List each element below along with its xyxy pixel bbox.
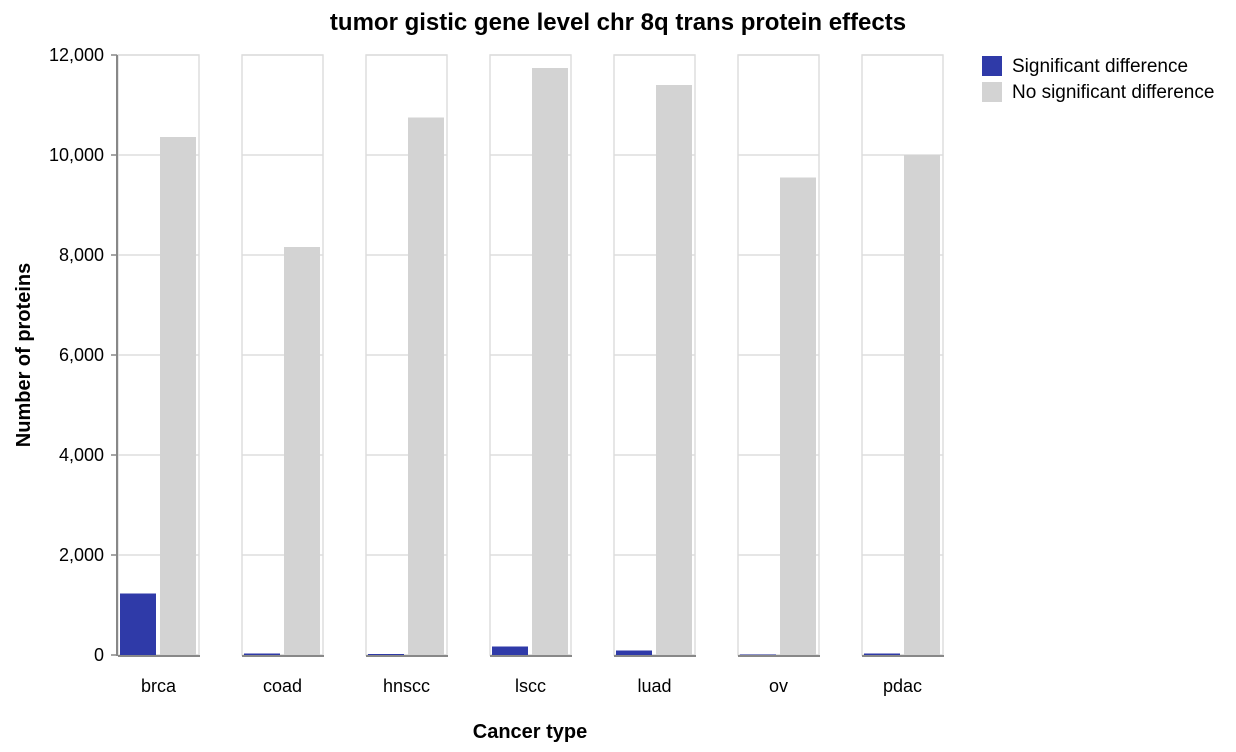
- x-tick-label: pdac: [883, 676, 922, 696]
- legend-swatch: [982, 56, 1002, 76]
- x-tick-label: brca: [141, 676, 177, 696]
- x-axis-label: Cancer type: [473, 721, 588, 743]
- bar-not-significant-lscc: [532, 68, 568, 655]
- bar-significant-pdac: [864, 653, 900, 655]
- y-axis-label: Number of proteins: [13, 263, 35, 447]
- x-tick-label: luad: [637, 676, 671, 696]
- panel-brca: [117, 54, 200, 657]
- legend-label: Significant difference: [1012, 56, 1188, 77]
- x-tick-label: lscc: [515, 676, 546, 696]
- bar-significant-ov: [740, 654, 776, 655]
- x-tick-label: coad: [263, 676, 302, 696]
- panel-ov: [737, 54, 820, 657]
- bar-not-significant-luad: [656, 85, 692, 655]
- bar-not-significant-pdac: [904, 155, 940, 655]
- chart-panels: [117, 54, 944, 657]
- y-tick-label: 2,000: [59, 545, 104, 565]
- panel-coad: [241, 54, 324, 657]
- x-tick-label: ov: [769, 676, 788, 696]
- legend: Significant difference No significant dif…: [982, 56, 1214, 103]
- bar-not-significant-hnscc: [408, 117, 444, 655]
- bar-significant-hnscc: [368, 654, 404, 655]
- x-tick-label: hnscc: [383, 676, 430, 696]
- bar-significant-luad: [616, 650, 652, 655]
- bar-not-significant-ov: [780, 177, 816, 655]
- y-tick-label: 0: [94, 645, 104, 665]
- x-tick-labels: brca coad hnscc lscc luad ov pdac: [141, 676, 922, 696]
- y-tick-label: 4,000: [59, 445, 104, 465]
- legend-label: No significant difference: [1012, 82, 1214, 103]
- bar-significant-lscc: [492, 646, 528, 655]
- y-tick-label: 8,000: [59, 245, 104, 265]
- y-tick-label: 10,000: [49, 145, 104, 165]
- bar-not-significant-brca: [160, 137, 196, 655]
- legend-swatch: [982, 82, 1002, 102]
- y-tick-label: 12,000: [49, 45, 104, 65]
- bar-significant-brca: [120, 593, 156, 655]
- panel-pdac: [861, 54, 944, 657]
- panel-lscc: [489, 54, 572, 657]
- bar-significant-coad: [244, 653, 280, 655]
- panel-hnscc: [365, 54, 448, 657]
- chart-title: tumor gistic gene level chr 8q trans pro…: [330, 9, 906, 36]
- y-axis: 0 2,000 4,000 6,000 8,000 10,000 12,000: [49, 45, 118, 665]
- bar-not-significant-coad: [284, 247, 320, 655]
- y-tick-label: 6,000: [59, 345, 104, 365]
- panel-luad: [613, 54, 696, 657]
